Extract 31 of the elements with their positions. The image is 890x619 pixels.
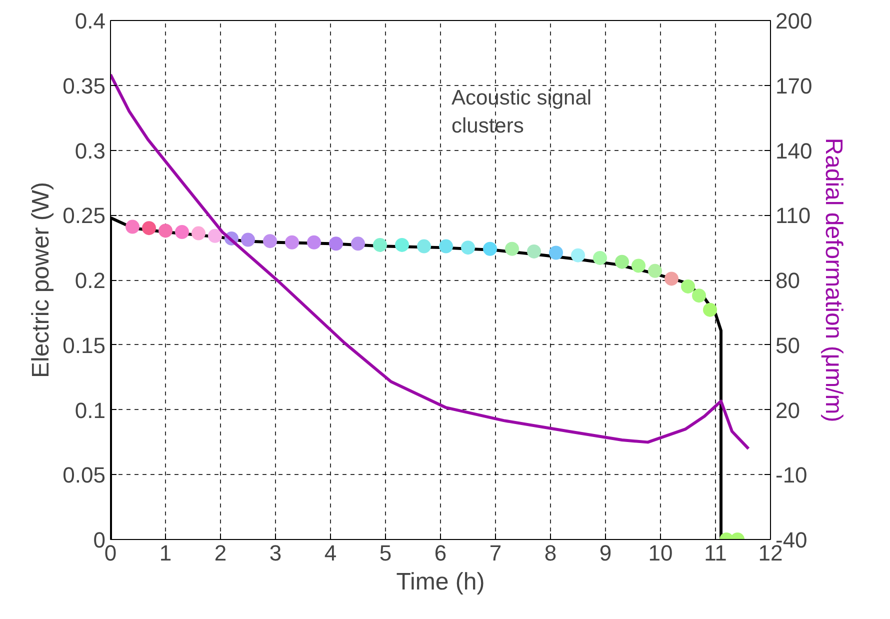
y2-axis-title: Radial deformation (μm/m) <box>820 138 848 422</box>
x-tick-label: 10 <box>648 540 673 566</box>
y-axis-title: Electric power (W) <box>28 182 55 378</box>
y-tick-label: 0.05 <box>62 462 106 488</box>
y2-tick-label: 110 <box>776 203 811 228</box>
y-tick-label: 0.15 <box>62 332 106 358</box>
x-tick-label: 1 <box>159 540 172 566</box>
y-tick-label: 0.35 <box>62 73 106 98</box>
x-tick-label: 2 <box>214 540 227 566</box>
y2-tick-label: 80 <box>776 268 800 293</box>
x-tick-label: 5 <box>379 540 392 566</box>
y-tick-label: 0.2 <box>74 268 106 293</box>
y2-tick-label: 200 <box>776 8 812 34</box>
y2-tick-label: 140 <box>776 138 812 164</box>
annotation: Acoustic signal clusters <box>452 86 592 138</box>
x-tick-label: 8 <box>544 540 557 566</box>
y2-tick-label: 170 <box>776 73 812 98</box>
x-tick-label: 11 <box>704 540 727 566</box>
y-tick-label: 0.4 <box>74 8 106 34</box>
x-tick-label: 7 <box>489 540 502 566</box>
x-tick-label: 3 <box>269 540 282 566</box>
y2-tick-label: -10 <box>776 462 808 488</box>
y2-tick-label: 50 <box>776 332 800 358</box>
y-tick-label: 0.1 <box>74 398 106 423</box>
x-tick-label: 4 <box>324 540 337 566</box>
y-tick-label: 0.25 <box>62 203 106 228</box>
x-tick-label: 9 <box>599 540 612 566</box>
y-tick-label: 0.3 <box>74 138 106 164</box>
x-tick-label: 6 <box>434 540 447 566</box>
y2-tick-label: 20 <box>776 398 800 423</box>
x-axis-title: Time (h) <box>396 568 485 596</box>
